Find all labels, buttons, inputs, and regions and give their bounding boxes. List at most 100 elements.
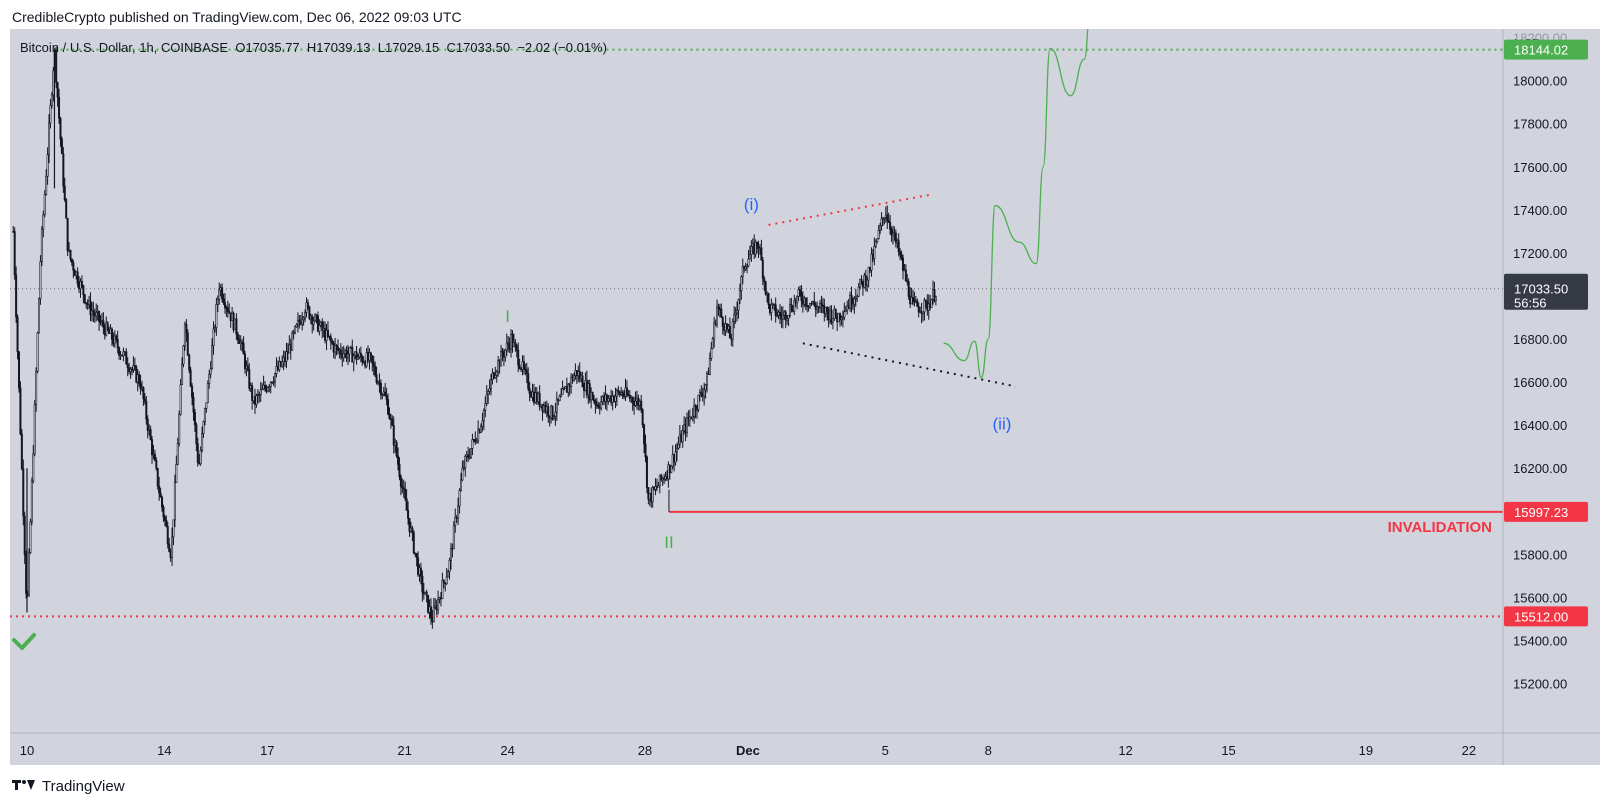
candle-body <box>924 299 927 303</box>
candle-body <box>173 482 176 521</box>
wave-label: I <box>505 307 510 326</box>
candle-body <box>429 606 432 618</box>
candle-body <box>42 214 45 230</box>
candle-body <box>33 404 36 455</box>
candle-body <box>268 386 271 388</box>
candle-body <box>467 454 470 458</box>
candle-body <box>781 314 784 320</box>
candle-body <box>740 276 743 292</box>
candle-body <box>555 398 558 413</box>
x-tick-label: 5 <box>882 743 889 758</box>
candle-body <box>329 336 332 342</box>
candle-body <box>515 345 518 351</box>
candle-body <box>215 304 218 328</box>
candle-body <box>487 391 490 395</box>
candle-body <box>787 314 790 319</box>
candle-body <box>82 285 85 295</box>
candle-body <box>552 416 555 419</box>
candle-body <box>272 381 275 384</box>
candle-body <box>166 526 169 545</box>
x-tick-label: 21 <box>397 743 411 758</box>
candle-body <box>213 327 216 330</box>
candle-body <box>50 94 53 106</box>
candle-body <box>693 405 696 417</box>
candle-body <box>305 302 308 313</box>
candle-body <box>118 347 121 356</box>
x-tick-label: 22 <box>1462 743 1476 758</box>
candle-body <box>754 241 757 255</box>
candle-body <box>192 396 195 413</box>
candle-body <box>494 375 497 378</box>
candle-body <box>208 373 211 384</box>
candle-body <box>830 309 833 323</box>
candle-body <box>285 351 288 362</box>
footer-branding[interactable]: TradingView <box>12 778 125 795</box>
candle-body <box>591 391 594 401</box>
candle-body <box>163 516 166 521</box>
candle-body <box>318 325 321 332</box>
candle-body <box>877 229 880 239</box>
candle-body <box>874 241 877 247</box>
candle-body <box>205 402 208 409</box>
candle-body <box>339 349 342 355</box>
y-tick-label: 17800.00 <box>1513 117 1567 132</box>
candle-body <box>554 411 557 417</box>
candle-body <box>181 363 184 386</box>
candle-body <box>511 334 514 347</box>
x-tick-label: 17 <box>260 743 274 758</box>
candle-body <box>615 390 618 397</box>
candle-body <box>528 388 531 394</box>
y-tick-label: 18000.00 <box>1513 74 1567 89</box>
candle-body <box>691 415 694 419</box>
chart-pane[interactable] <box>10 29 1503 733</box>
candle-body <box>614 396 617 402</box>
candle-body <box>763 278 766 283</box>
candle-body <box>351 346 354 363</box>
candle-body <box>102 320 105 328</box>
candle-body <box>774 304 777 316</box>
candle-body <box>461 467 464 481</box>
low-value: 17029.15 <box>385 40 440 55</box>
candle-body <box>203 408 206 422</box>
candle-body <box>713 322 716 340</box>
candle-body <box>625 387 628 395</box>
candle-body <box>441 580 444 599</box>
candle-body <box>211 345 214 370</box>
x-tick-label: 15 <box>1221 743 1235 758</box>
level-invalidation-tag <box>1504 501 1588 522</box>
candle-body <box>28 552 31 596</box>
candle-body <box>674 451 677 463</box>
candle-body <box>448 560 451 573</box>
candle-body <box>843 311 846 318</box>
candle-body <box>238 339 241 344</box>
candle-body <box>228 311 231 314</box>
candle-body <box>188 354 191 371</box>
candle-body <box>316 315 319 332</box>
candle-body <box>326 329 329 337</box>
candle-body <box>621 392 624 396</box>
candle-body <box>145 401 148 420</box>
candle-body <box>395 442 398 457</box>
candle-body <box>600 401 603 409</box>
time-axis[interactable] <box>10 733 1600 765</box>
candle-body <box>375 374 378 383</box>
candle-body <box>720 308 723 318</box>
candle-body <box>696 408 699 412</box>
candle-body <box>48 122 51 156</box>
candle-body <box>193 411 196 426</box>
candle-body <box>677 444 680 449</box>
candle-body <box>23 515 26 555</box>
candle-body <box>675 447 678 453</box>
candle-body <box>728 325 731 339</box>
candle-body <box>485 394 488 404</box>
candle-body <box>617 390 620 393</box>
open-value: 17035.77 <box>245 40 300 55</box>
candle-body <box>381 394 384 396</box>
brand-name: TradingView <box>42 778 125 795</box>
candle-body <box>809 303 812 308</box>
candle-body <box>514 342 517 346</box>
candle-body <box>407 510 410 519</box>
candle-body <box>223 302 226 308</box>
y-tick-label: 17400.00 <box>1513 203 1567 218</box>
